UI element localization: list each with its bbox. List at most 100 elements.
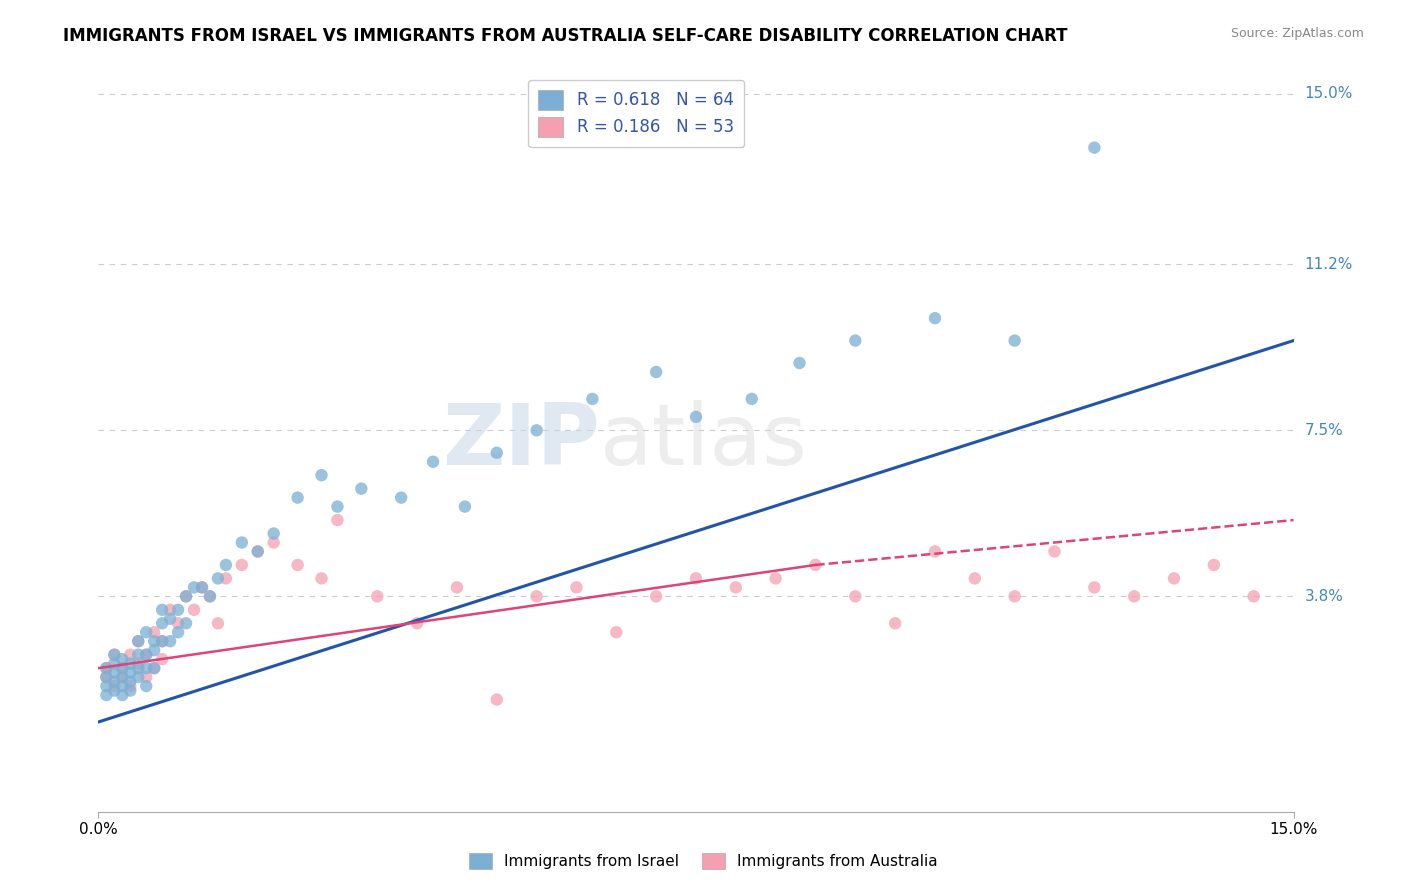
Point (143, 643, 166, 657)
Text: 15.0%: 15.0% (1305, 87, 1353, 102)
Point (143, 661, 166, 675)
Point (120, 683, 142, 698)
Point (127, 634, 149, 648)
Point (287, 558, 309, 572)
Point (231, 558, 253, 572)
Point (231, 535, 253, 549)
Legend: R = 0.618   N = 64, R = 0.186   N = 53: R = 0.618 N = 64, R = 0.186 N = 53 (529, 79, 744, 147)
Point (1083, 580, 1105, 594)
Point (143, 661, 166, 675)
Point (485, 692, 508, 706)
Point (96, 661, 118, 675)
Point (389, 491, 412, 505)
Point (207, 571, 229, 585)
Point (103, 648, 125, 662)
Point (804, 558, 827, 572)
Point (135, 625, 157, 640)
Point (1163, 571, 1185, 585)
Point (143, 625, 166, 640)
Point (924, 311, 946, 326)
Point (159, 603, 181, 617)
Point (111, 688, 134, 702)
Point (127, 648, 149, 662)
Point (685, 571, 707, 585)
Point (103, 657, 125, 671)
Point (183, 603, 205, 617)
Point (844, 334, 866, 348)
Point (167, 603, 190, 617)
Text: Source: ZipAtlas.com: Source: ZipAtlas.com (1230, 27, 1364, 40)
Point (581, 392, 603, 406)
Point (150, 634, 173, 648)
Point (111, 670, 134, 684)
Point (685, 409, 707, 424)
Point (198, 590, 221, 604)
Point (111, 652, 134, 666)
Point (111, 670, 134, 684)
Point (645, 365, 668, 379)
Point (103, 648, 125, 662)
Point (150, 603, 173, 617)
Point (96, 688, 118, 702)
Text: 11.2%: 11.2% (1305, 257, 1353, 272)
Point (526, 423, 548, 437)
Point (741, 392, 763, 406)
Point (111, 661, 134, 675)
Point (1004, 334, 1026, 348)
Point (96, 661, 118, 675)
Point (207, 616, 229, 631)
Point (884, 616, 907, 631)
Point (127, 670, 149, 684)
Point (96, 679, 118, 693)
Text: ZIP: ZIP (443, 400, 600, 483)
Point (422, 455, 444, 469)
Point (111, 661, 134, 675)
Point (963, 571, 986, 585)
Text: atlas: atlas (600, 400, 808, 483)
Point (724, 580, 747, 594)
Point (174, 616, 197, 631)
Point (1202, 558, 1225, 572)
Point (174, 590, 197, 604)
Point (311, 468, 333, 483)
Point (263, 526, 285, 541)
Point (135, 648, 157, 662)
Point (924, 544, 946, 558)
Point (1043, 544, 1066, 558)
Point (127, 634, 149, 648)
Text: 7.5%: 7.5% (1305, 423, 1343, 438)
Point (143, 634, 166, 648)
Point (263, 535, 285, 549)
Point (96, 670, 118, 684)
Point (103, 679, 125, 693)
Point (135, 648, 157, 662)
Point (167, 625, 190, 640)
Text: IMMIGRANTS FROM ISRAEL VS IMMIGRANTS FROM AUSTRALIA SELF-CARE DISABILITY CORRELA: IMMIGRANTS FROM ISRAEL VS IMMIGRANTS FRO… (63, 27, 1067, 45)
Point (120, 674, 142, 689)
Point (120, 657, 142, 671)
Point (127, 657, 149, 671)
Point (120, 648, 142, 662)
Point (191, 580, 214, 594)
Point (103, 683, 125, 698)
Point (1083, 141, 1105, 155)
Point (127, 661, 149, 675)
Point (565, 580, 588, 594)
Point (174, 590, 197, 604)
Point (406, 616, 429, 631)
Point (150, 634, 173, 648)
Point (191, 580, 214, 594)
Point (159, 612, 181, 626)
Legend: Immigrants from Israel, Immigrants from Australia: Immigrants from Israel, Immigrants from … (463, 847, 943, 875)
Point (1004, 590, 1026, 604)
Point (326, 500, 349, 514)
Point (446, 580, 468, 594)
Point (198, 590, 221, 604)
Point (183, 580, 205, 594)
Point (526, 590, 548, 604)
Point (366, 590, 388, 604)
Point (111, 679, 134, 693)
Point (120, 679, 142, 693)
Point (789, 356, 811, 370)
Point (454, 500, 477, 514)
